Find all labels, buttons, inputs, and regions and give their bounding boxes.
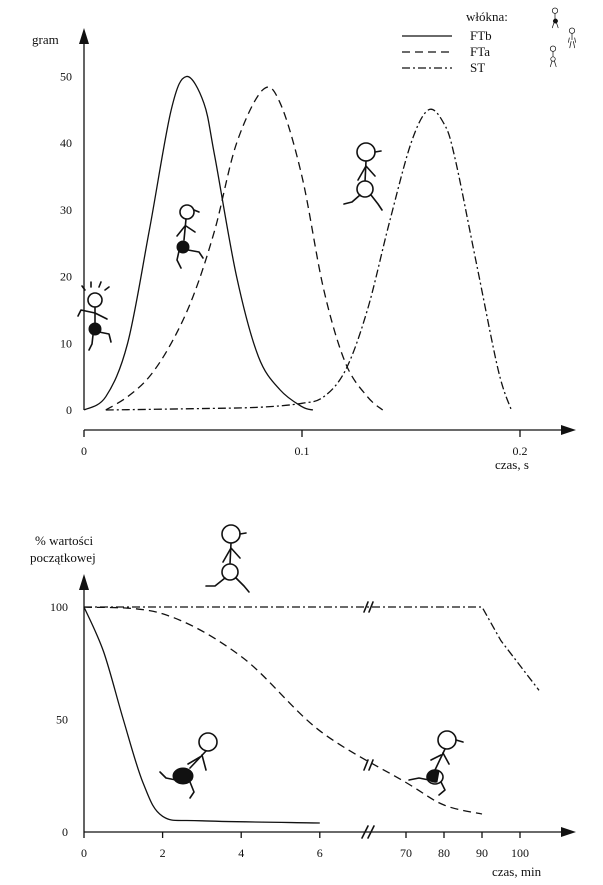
bottom-y-tick-label: 50	[56, 713, 68, 727]
bottom-x-tick-label: 6	[317, 846, 323, 860]
runner-figure-st-icon	[343, 142, 383, 211]
legend-figure-st-icon	[549, 45, 557, 68]
runner-figure-st-bottom-icon	[205, 524, 250, 593]
top-y-tick-label: 10	[60, 336, 72, 350]
bottom-x-tick-label: 90	[476, 846, 488, 860]
chart-bottom: % wartości początkowej czas, min 050100 …	[30, 524, 576, 879]
runner-figure-ftb-icon	[77, 281, 112, 351]
top-series-line-st	[105, 108, 512, 411]
legend-title: włókna:	[466, 9, 508, 24]
top-series	[83, 75, 512, 411]
bottom-y-tick-label: 100	[50, 600, 68, 614]
bottom-x-tick-label: 2	[160, 846, 166, 860]
bottom-x-label: czas, min	[492, 864, 542, 879]
bottom-y-arrow	[79, 574, 89, 590]
bottom-x-tick-label: 100	[511, 846, 529, 860]
bottom-x-tick-label: 0	[81, 846, 87, 860]
st-curve-break	[363, 601, 374, 613]
top-x-tick-label: 0	[81, 444, 87, 458]
top-y-tick-label: 40	[60, 136, 72, 150]
bottom-series-line-fta	[83, 606, 483, 815]
legend: włókna: FTb FTa ST	[402, 7, 576, 75]
top-x-ticks: 0 0.1 0.2	[81, 430, 528, 458]
bottom-x-tick-label: 4	[238, 846, 244, 860]
chart-top: gram czas, s 0 10 20 30 40 50 0 0.1 0.2 włókna:…	[32, 7, 576, 472]
top-x-label: czas, s	[495, 457, 529, 472]
bottom-y-ticks: 0 50 100	[50, 600, 68, 839]
top-series-line-ftb	[83, 75, 314, 411]
top-x-tick-label: 0.1	[295, 444, 310, 458]
legend-figure-fta-icon	[568, 27, 576, 49]
bottom-x-tick-label: 70	[400, 846, 412, 860]
bottom-series-line-st	[84, 606, 540, 691]
top-series-line-fta	[105, 86, 384, 411]
bottom-x-axis-break	[361, 825, 375, 839]
legend-figure-ftb-icon	[551, 7, 559, 29]
bottom-y-label-line-2: początkowej	[30, 550, 96, 565]
fta-curve-break	[363, 759, 374, 771]
top-y-tick-label: 30	[60, 203, 72, 217]
bottom-y-tick-label: 0	[62, 825, 68, 839]
top-y-arrow	[79, 28, 89, 44]
legend-entry-fta: FTa	[470, 44, 490, 59]
top-y-label: gram	[32, 32, 59, 47]
runner-figure-fta-icon	[176, 204, 204, 269]
bottom-x-ticks: 0 2 4 6 70 80 90 100	[81, 832, 529, 860]
top-y-ticks: 0 10 20 30 40 50	[60, 70, 72, 418]
legend-entry-ftb: FTb	[470, 28, 492, 43]
bottom-x-tick-label: 80	[438, 846, 450, 860]
top-y-tick-label: 20	[60, 270, 72, 284]
runner-figure-ftb-bottom-icon	[159, 732, 218, 799]
top-x-tick-label: 0.2	[513, 444, 528, 458]
top-y-tick-label: 50	[60, 70, 72, 84]
top-x-arrow	[561, 425, 576, 435]
bottom-y-label-line-1: % wartości	[35, 533, 94, 548]
legend-entry-st: ST	[470, 60, 485, 75]
top-y-tick-label: 0	[66, 403, 72, 417]
bottom-series-line-ftb	[83, 606, 320, 824]
bottom-x-arrow	[561, 827, 576, 837]
bottom-series	[83, 606, 540, 824]
runner-figure-fta-bottom-icon	[408, 730, 464, 796]
